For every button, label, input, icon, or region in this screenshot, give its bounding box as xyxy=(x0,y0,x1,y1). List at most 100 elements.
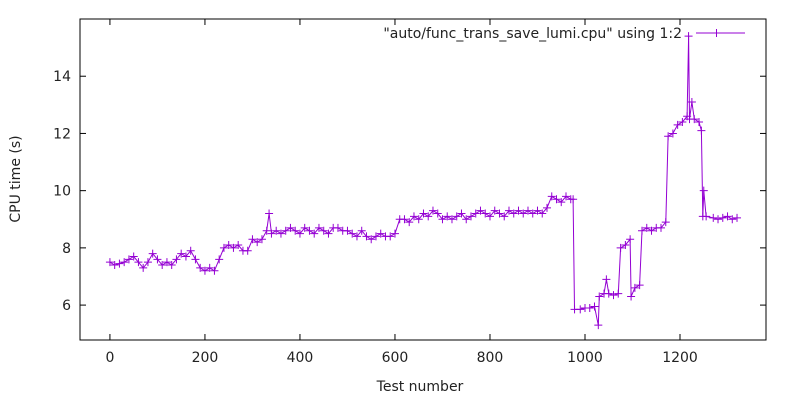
data-point-marker xyxy=(153,255,162,264)
data-point-marker xyxy=(542,203,551,212)
data-point-marker xyxy=(181,252,190,261)
data-point-marker xyxy=(367,235,376,244)
data-point-marker xyxy=(428,206,437,215)
data-point-marker xyxy=(614,289,623,298)
x-tick-label: 800 xyxy=(477,350,504,366)
data-point-marker xyxy=(490,206,499,215)
data-point-marker xyxy=(668,129,677,138)
data-point-marker xyxy=(286,223,295,232)
data-point-marker xyxy=(647,226,656,235)
data-point-marker xyxy=(519,209,528,218)
plot-frame xyxy=(79,18,767,341)
data-point-marker xyxy=(186,246,195,255)
legend: "auto/func_trans_save_lumi.cpu" using 1:… xyxy=(383,26,745,42)
data-point-marker xyxy=(684,32,693,41)
data-point-marker xyxy=(504,206,513,215)
data-point-marker xyxy=(124,255,133,264)
data-point-marker xyxy=(262,226,271,235)
data-point-marker xyxy=(664,132,673,141)
data-point-marker xyxy=(196,263,205,272)
data-point-marker xyxy=(158,261,167,270)
x-tick-label: 1000 xyxy=(567,350,603,366)
y-tick-label: 6 xyxy=(62,298,71,314)
data-point-marker xyxy=(561,192,570,201)
data-point-marker xyxy=(630,283,639,292)
data-point-marker xyxy=(481,209,490,218)
data-point-marker xyxy=(604,289,613,298)
data-point-marker xyxy=(595,292,604,301)
data-point-marker xyxy=(728,215,737,224)
series-line xyxy=(109,36,738,326)
data-point-marker xyxy=(390,229,399,238)
data-point-marker xyxy=(661,218,670,227)
data-point-marker xyxy=(424,212,433,221)
data-point-marker xyxy=(105,258,114,267)
data-point-marker xyxy=(557,198,566,207)
data-point-marker xyxy=(400,215,409,224)
data-point-marker xyxy=(447,215,456,224)
data-point-marker xyxy=(552,195,561,204)
data-point-marker xyxy=(723,212,732,221)
data-point-marker xyxy=(495,209,504,218)
data-point-marker xyxy=(709,213,718,222)
data-point-marker xyxy=(547,192,556,201)
data-point-marker xyxy=(585,303,594,312)
data-point-marker xyxy=(162,258,171,267)
data-point-marker xyxy=(267,229,276,238)
data-point-marker xyxy=(314,223,323,232)
data-point-marker xyxy=(714,215,723,224)
data-point-marker xyxy=(438,215,447,224)
data-point-marker xyxy=(405,218,414,227)
data-point-marker xyxy=(638,226,647,235)
data-point-marker xyxy=(139,263,148,272)
data-point-marker xyxy=(476,206,485,215)
data-point-marker xyxy=(229,243,238,252)
data-point-marker xyxy=(219,243,228,252)
data-point-marker xyxy=(343,226,352,235)
data-point-marker xyxy=(699,186,708,195)
data-point-marker xyxy=(718,213,727,222)
data-point-marker xyxy=(243,246,252,255)
data-point-marker xyxy=(690,115,699,124)
data-point-marker xyxy=(357,226,366,235)
data-point-marker xyxy=(409,212,418,221)
data-point-marker xyxy=(695,117,704,126)
data-point-marker xyxy=(602,275,611,284)
series-cpu-time xyxy=(105,32,742,330)
data-point-marker xyxy=(702,212,711,221)
data-point-marker xyxy=(419,209,428,218)
legend-marker-plus xyxy=(712,29,721,37)
x-tick-label: 1200 xyxy=(662,350,698,366)
data-point-marker xyxy=(433,209,442,218)
data-point-marker xyxy=(538,209,547,218)
data-point-marker xyxy=(295,229,304,238)
data-point-marker xyxy=(485,212,494,221)
data-point-marker xyxy=(129,252,138,261)
data-point-marker xyxy=(310,229,319,238)
data-point-marker xyxy=(621,241,630,250)
x-tick-label: 200 xyxy=(192,350,219,366)
data-point-marker xyxy=(657,223,666,232)
data-point-marker xyxy=(569,195,578,204)
data-point-marker xyxy=(609,291,618,300)
data-point-marker xyxy=(210,266,219,275)
data-point-marker xyxy=(205,263,214,272)
data-point-marker xyxy=(733,213,742,222)
data-point-marker xyxy=(509,209,518,218)
data-point-marker xyxy=(362,232,371,241)
data-point-marker xyxy=(457,209,466,218)
y-tick-label: 14 xyxy=(53,69,71,85)
data-point-marker xyxy=(291,226,300,235)
data-point-marker xyxy=(276,229,285,238)
x-tick-label: 0 xyxy=(105,350,114,366)
data-point-marker xyxy=(224,241,233,250)
x-tick-label: 600 xyxy=(382,350,409,366)
data-point-marker xyxy=(500,212,509,221)
data-point-marker xyxy=(514,206,523,215)
y-axis-label: CPU time (s) xyxy=(8,135,24,222)
data-point-marker xyxy=(462,215,471,224)
legend-label: "auto/func_trans_save_lumi.cpu" using 1:… xyxy=(383,26,682,42)
data-point-marker xyxy=(167,261,176,270)
data-point-marker xyxy=(272,226,281,235)
